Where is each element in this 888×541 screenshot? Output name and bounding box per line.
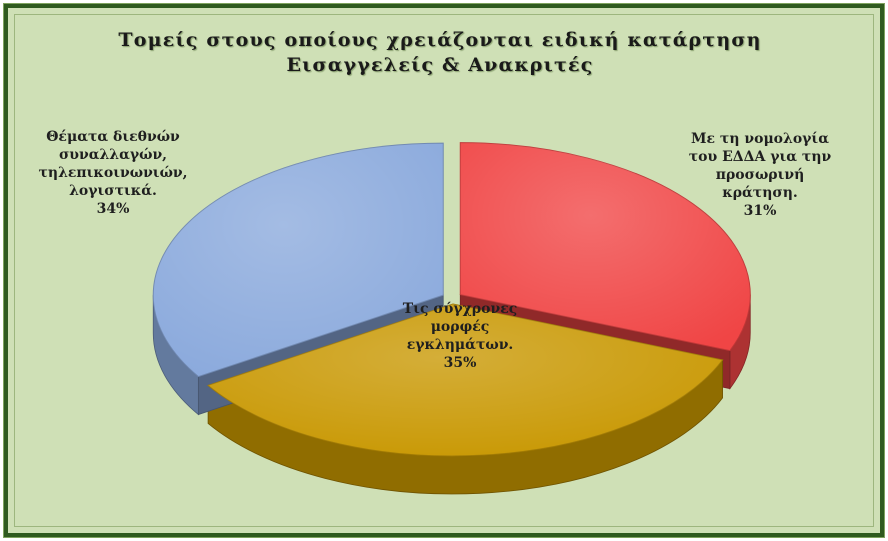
chart-title-line-1: Τομείς στους οποίους χρειάζονται ειδική … [118,29,762,51]
chart-inner-border [14,14,874,527]
slice-label-2-percent: 34% [96,201,130,217]
chart-title-line-2: Εισαγγελείς & Ανακριτές [286,54,594,76]
pie-slice-highlight-1 [208,303,723,456]
slice-label-0-line-2: προσωρινή [715,167,805,183]
chart-title: Τομείς στους οποίους χρειάζονται ειδική … [0,28,880,78]
slice-label-2-line-2: τηλεπικοινωνιών, [38,165,188,181]
slice-label-1-line-2: εγκλημάτων. [406,337,514,353]
pie-slice-highlight-2 [153,143,444,377]
slice-label-1-line-0: Τις σύγχρονες [402,301,518,317]
pie-slice-highlight-0 [460,142,751,351]
pie-top-faces [152,142,751,457]
slice-label-1-percent: 35% [443,355,477,371]
slice-label-0-line-3: κράτηση. [722,185,798,201]
slice-label-0: Με τη νομολογία του ΕΔΔΑ για την προσωρι… [660,130,860,220]
slice-label-2: Θέματα διεθνών συναλλαγών, τηλεπικοινωνι… [18,128,208,218]
slice-label-2-line-3: λογιστικά. [69,183,157,199]
slice-label-1-line-1: μορφές [430,319,490,335]
slice-label-1: Τις σύγχρονες μορφές εγκλημάτων. 35% [380,300,540,372]
slice-label-0-line-1: του ΕΔΔΑ για την [688,149,832,165]
slice-label-0-line-0: Με τη νομολογία [691,131,829,147]
slice-label-2-line-0: Θέματα διεθνών [46,129,180,145]
slice-label-0-percent: 31% [743,203,777,219]
slice-label-2-line-1: συναλλαγών, [58,147,168,163]
